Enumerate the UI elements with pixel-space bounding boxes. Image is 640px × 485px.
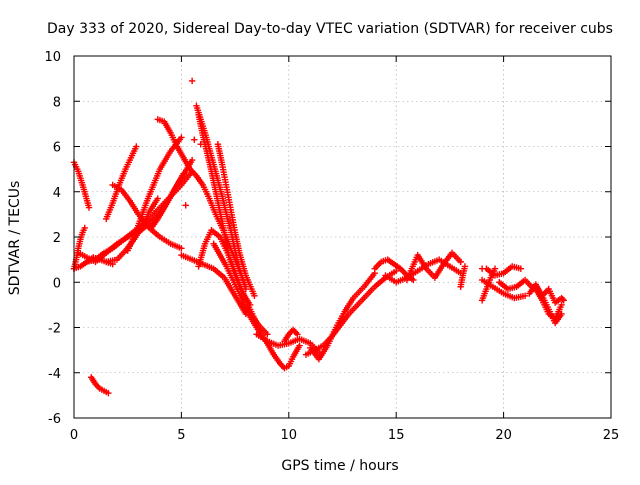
data-point [559,296,566,303]
data-point [178,134,185,141]
x-tick-label: 15 [388,428,405,443]
data-point [182,202,189,209]
data-point [180,170,187,177]
x-tick-label: 5 [177,428,185,443]
y-tick-label: 4 [53,186,61,201]
y-tick-label: 0 [53,276,61,291]
y-tick-label: 2 [53,231,61,246]
tick-labels: 0 5 10 15 20 25 -6 -4 -2 0 2 4 6 8 10 [44,50,619,443]
series-arc-a [70,159,93,211]
series-arc-ad [483,263,524,279]
series-arc-u [281,326,301,345]
series-arc-v [302,267,400,358]
data-point [478,265,486,272]
x-axis-label: GPS time / hours [281,458,398,474]
data-point [81,224,88,232]
series-outliers [182,77,486,272]
x-tick-label: 20 [495,428,512,443]
data-point [296,342,303,349]
series-arc-f [103,143,140,223]
y-tick-label: -6 [48,412,61,427]
data-point [393,267,400,275]
data-point [85,204,93,211]
series-arc-j [124,134,185,254]
series-arc-ag [532,285,565,322]
data-point [461,263,469,270]
data-point [191,136,198,143]
x-tick-label: 10 [281,428,298,443]
data-point [178,245,185,252]
series-arc-y [382,256,464,286]
series-arc-af [526,281,565,327]
series-arc-t [253,331,325,358]
x-tick-label: 25 [603,428,620,443]
data-point [264,331,271,338]
data-point [294,331,301,338]
series-arc-aa [457,263,469,290]
series-arc-k [148,170,187,232]
y-tick-label: 6 [53,141,61,156]
y-tick-label: 10 [44,50,61,65]
y-axis-label: SDTVAR / TECUs [7,181,23,296]
series-arc-m [178,251,250,318]
series-arc-w [307,270,378,363]
data-point [560,297,567,304]
series-arc-z [403,249,464,284]
series-arc-e [87,374,112,397]
data-point [105,389,112,397]
series-arc-p [214,141,258,300]
series-arc-ac [478,276,529,302]
data-point [457,258,464,266]
data-point [133,143,140,150]
data-point [188,77,196,85]
data-point [558,301,565,309]
data-point [521,292,529,300]
y-tick-label: -4 [48,367,61,382]
y-tick-label: -2 [48,322,61,337]
axis-ticks [73,55,612,419]
data-point [517,265,524,272]
y-tick-label: 8 [53,95,61,110]
chart-title: Day 333 of 2020, Sidereal Day-to-day VTE… [47,21,613,37]
data-point [154,195,161,202]
x-tick-label: 0 [70,428,78,443]
series-arc-ah [539,285,567,306]
plot-frame [73,55,612,419]
data-point [188,156,196,164]
data-points [70,77,567,397]
data-point [197,141,204,148]
grid [74,56,611,418]
data-point [410,276,417,284]
data-point [251,292,258,300]
data-point [491,265,499,272]
